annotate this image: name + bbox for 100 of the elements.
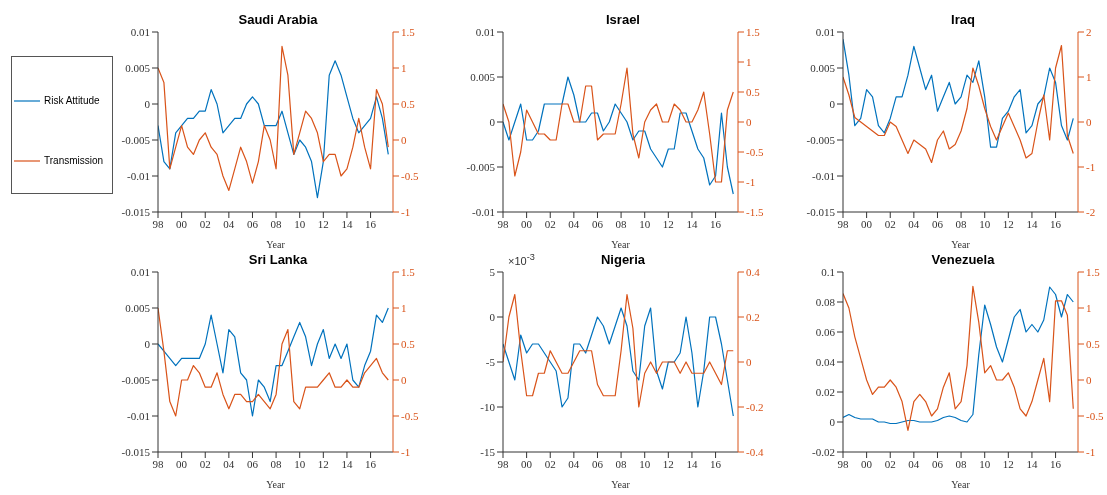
y2-tick-label: -1 (401, 205, 411, 218)
x-tick-label: 06 (591, 217, 604, 230)
y2-tick-label: 1.5 (401, 25, 416, 38)
x-tick-label: 04 (908, 457, 920, 470)
y2-tick-label: -0.5 (1086, 409, 1104, 422)
x-tick-label: 08 (270, 457, 283, 470)
y2-tick-label: 1 (401, 301, 407, 314)
y-tick-label: 0.08 (815, 295, 836, 308)
x-axis-title: Year (951, 479, 971, 490)
x-tick-label: 14 (341, 457, 353, 470)
y-tick-label: 0 (144, 337, 151, 350)
x-tick-label: 14 (686, 457, 698, 470)
x-tick-label: 02 (199, 457, 211, 470)
x-tick-label: 06 (931, 457, 944, 470)
x-tick-label: 10 (979, 457, 991, 470)
y2-tick-label: 1 (1086, 301, 1092, 314)
y2-tick-label: 0 (401, 373, 407, 386)
x-tick-label: 02 (884, 217, 896, 230)
x-tick-label: 04 (568, 457, 580, 470)
chart-title: Iraq (950, 12, 976, 27)
x-axis-title: Year (611, 239, 631, 250)
chart-title: Nigeria (600, 252, 646, 267)
y-tick-label: 0.01 (815, 25, 835, 38)
x-tick-label: 10 (639, 457, 651, 470)
x-tick-label: 98 (837, 457, 849, 470)
x-tick-label: 08 (615, 217, 628, 230)
y2-tick-label: 0 (746, 355, 752, 368)
y2-tick-label: 1 (401, 61, 407, 74)
x-tick-label: 06 (246, 457, 259, 470)
x-tick-label: 10 (639, 217, 651, 230)
y-tick-label: 0.005 (125, 301, 151, 314)
x-tick-label: 04 (568, 217, 580, 230)
y2-tick-label: 0 (401, 133, 407, 146)
x-tick-label: 00 (521, 217, 533, 230)
x-axis-title: Year (611, 479, 631, 490)
y2-tick-label: -0.4 (746, 445, 764, 458)
y2-tick-label: -1.5 (746, 205, 764, 218)
y-tick-label: -0.005 (121, 373, 151, 386)
y-tick-label: 0 (829, 415, 836, 428)
x-tick-label: 14 (686, 217, 698, 230)
x-tick-label: 10 (979, 217, 991, 230)
line-series (503, 67, 734, 183)
x-tick-label: 00 (861, 457, 873, 470)
x-tick-label: 00 (176, 457, 188, 470)
y2-tick-label: -0.2 (746, 400, 764, 413)
x-tick-label: 06 (591, 457, 604, 470)
y2-tick-label: 1.5 (746, 25, 761, 38)
y2-tick-label: 2 (1086, 25, 1092, 38)
x-tick-label: 00 (521, 457, 533, 470)
y-tick-label: -0.015 (806, 205, 836, 218)
y-tick-label: -0.01 (127, 409, 150, 422)
y-tick-label: 0.06 (815, 325, 836, 338)
x-tick-label: 02 (199, 217, 211, 230)
x-axis-title: Year (951, 239, 971, 250)
x-tick-label: 16 (365, 457, 377, 470)
x-tick-label: 08 (955, 217, 968, 230)
x-tick-label: 04 (223, 457, 235, 470)
x-axis-title: Year (266, 239, 286, 250)
x-tick-label: 04 (908, 217, 920, 230)
y-tick-label: 0 (489, 310, 496, 323)
y2-tick-label: -1 (1086, 445, 1096, 458)
y2-tick-label: 1 (746, 55, 752, 68)
x-tick-label: 04 (223, 217, 235, 230)
x-tick-label: 06 (931, 217, 944, 230)
chart-title: Israel (605, 12, 641, 27)
y-tick-label: 0.005 (125, 61, 151, 74)
y-tick-label: -15 (480, 445, 496, 458)
x-tick-label: 06 (246, 217, 259, 230)
x-tick-label: 98 (497, 217, 509, 230)
y2-tick-label: 1.5 (401, 265, 416, 278)
y-tick-label: -10 (480, 400, 496, 413)
y-tick-label: -0.01 (472, 205, 495, 218)
x-tick-label: 00 (176, 217, 188, 230)
x-tick-label: 14 (341, 217, 353, 230)
y-tick-label: -0.01 (812, 169, 835, 182)
y-tick-label: 0.02 (815, 385, 835, 398)
y2-tick-label: -0.5 (401, 169, 419, 182)
y2-tick-label: 0 (1086, 115, 1092, 128)
x-tick-label: 16 (1050, 457, 1062, 470)
y-tick-label: 0.005 (810, 61, 836, 74)
y-tick-label: -5 (485, 355, 496, 368)
y2-tick-label: -1 (1086, 160, 1096, 173)
y-tick-label: 0.01 (475, 25, 495, 38)
x-tick-label: 98 (497, 457, 509, 470)
y-tick-label: -0.015 (121, 445, 151, 458)
y-tick-label: 0.01 (130, 25, 150, 38)
x-tick-label: 16 (1050, 217, 1062, 230)
x-tick-label: 98 (152, 217, 164, 230)
line-series (503, 293, 734, 408)
y-tick-label: 0.04 (815, 355, 836, 368)
x-tick-label: 98 (152, 457, 164, 470)
y-tick-label: -0.005 (466, 160, 496, 173)
chart-title: Saudi Arabia (237, 12, 319, 27)
x-tick-label: 12 (317, 457, 329, 470)
line-series (503, 307, 734, 417)
line-series (843, 44, 1074, 164)
x-tick-label: 02 (884, 457, 896, 470)
legend-label: Transmission (44, 155, 104, 166)
x-axis-title: Year (266, 479, 286, 490)
y-tick-label: 0 (489, 115, 496, 128)
